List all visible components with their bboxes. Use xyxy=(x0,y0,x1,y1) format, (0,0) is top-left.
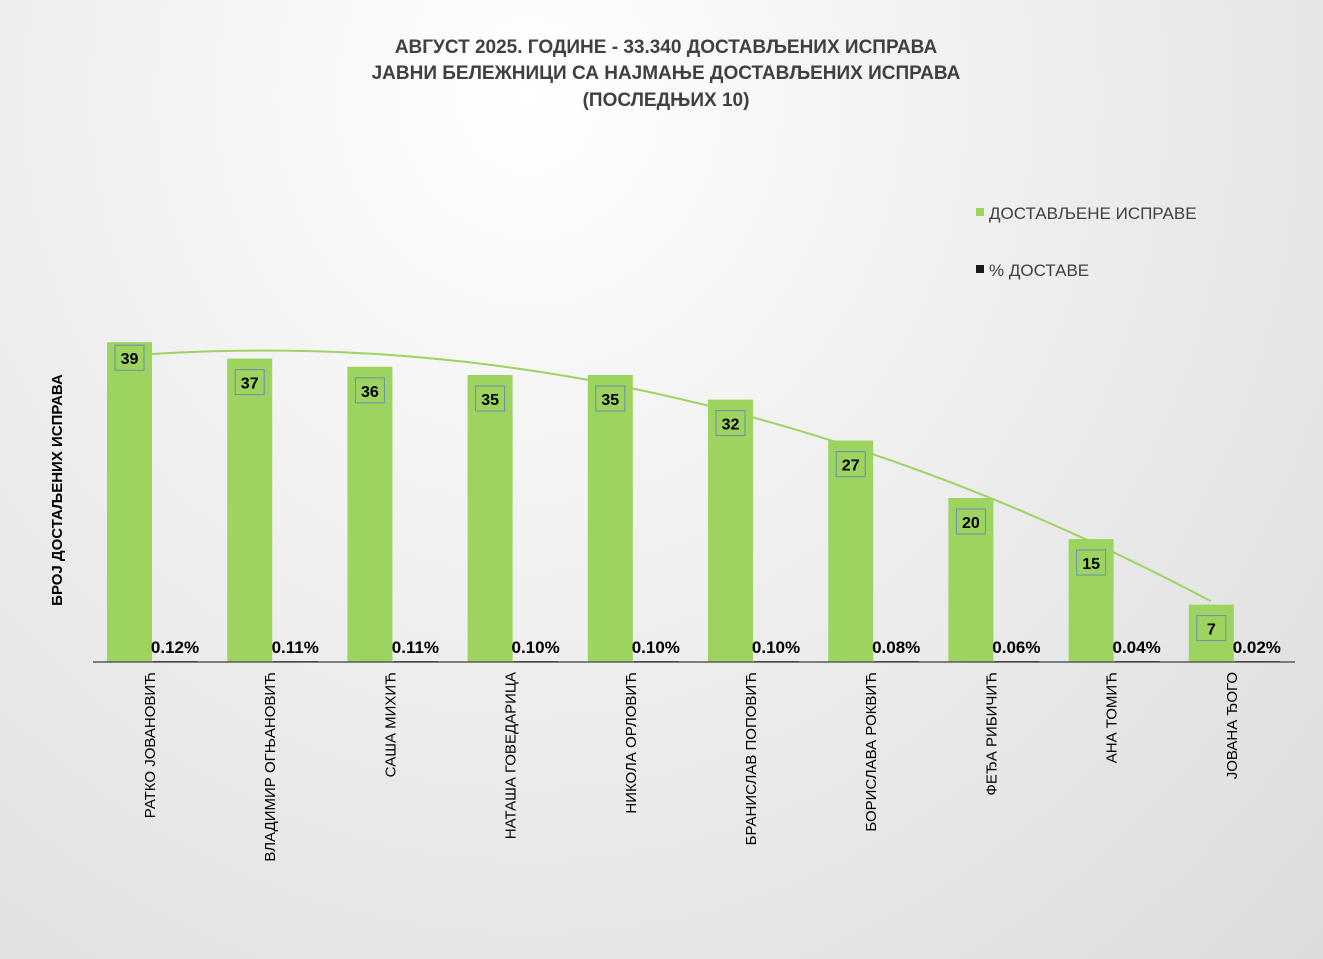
bar-documents xyxy=(467,375,513,662)
legend-swatch-percent xyxy=(976,265,984,273)
value-label: 35 xyxy=(601,392,619,409)
percent-label: 0.08% xyxy=(872,638,920,657)
trendline xyxy=(128,349,1212,603)
value-label-box xyxy=(1196,615,1227,642)
data-labels: 39 0.12% 37 0.11% 36 0.11% 35 0.10% 35 0.10% 32 0.1… xyxy=(114,344,1281,657)
percent-label: 0.04% xyxy=(1112,638,1160,657)
percent-label: 0.12% xyxy=(151,638,199,657)
bar-documents xyxy=(708,399,753,662)
value-label-box xyxy=(475,385,506,412)
legend-label-percent: % ДОСТАВЕ xyxy=(989,261,1089,280)
category-label: БРАНИСЛАВ ПОПОВИЋ xyxy=(743,672,760,845)
category-label: НИКОЛА ОРЛОВИЋ xyxy=(623,672,640,814)
value-label-box xyxy=(715,410,746,437)
value-label-box xyxy=(1076,549,1107,576)
category-label: ЈОВАНА ЂОГО xyxy=(1224,672,1241,779)
percent-label: 0.10% xyxy=(632,638,680,657)
y-axis-label: БРОЈ ДОСТАЉЕНИХ ИСПРАВА xyxy=(49,374,66,606)
bar-documents xyxy=(587,375,633,662)
value-label-box xyxy=(114,344,145,371)
value-label: 36 xyxy=(361,384,379,401)
bar-documents xyxy=(347,366,393,662)
category-label: РАТКО ЈОВАНОВИЋ xyxy=(142,672,159,818)
percent-label: 0.02% xyxy=(1233,638,1281,657)
value-label: 20 xyxy=(962,515,980,532)
legend-swatch-documents xyxy=(976,208,984,216)
category-label: ВЛАДИМИР ОГЊАНОВИЋ xyxy=(262,672,279,862)
value-label-box xyxy=(595,385,626,412)
percent-label: 0.06% xyxy=(992,638,1040,657)
value-label: 37 xyxy=(241,376,259,393)
percent-label: 0.11% xyxy=(392,638,439,657)
value-label: 35 xyxy=(481,392,499,409)
value-label-box xyxy=(835,451,866,478)
value-label-box xyxy=(234,369,265,396)
value-label-box xyxy=(955,508,986,535)
category-label: НАТАША ГОВЕДАРИЦА xyxy=(503,672,520,839)
value-label: 15 xyxy=(1082,556,1100,573)
value-label: 7 xyxy=(1207,622,1216,639)
value-label: 39 xyxy=(121,351,139,368)
bar-documents xyxy=(227,358,273,662)
category-label: АНА ТОМИЋ xyxy=(1104,672,1121,763)
bar-documents xyxy=(828,440,874,662)
bars xyxy=(107,342,1280,662)
percent-label: 0.10% xyxy=(511,638,559,657)
category-labels: РАТКО ЈОВАНОВИЋ ВЛАДИМИР ОГЊАНОВИЋ САША МИ… xyxy=(142,672,1241,862)
title-line-1: АВГУСТ 2025. ГОДИНЕ - 33.340 ДОСТАВЉЕНИХ… xyxy=(395,37,938,58)
value-label-box xyxy=(354,377,385,404)
percent-label: 0.10% xyxy=(752,638,800,657)
bar-documents xyxy=(107,342,152,662)
category-label: БОРИСЛАВА РОКВИЋ xyxy=(863,672,880,832)
chart-title: АВГУСТ 2025. ГОДИНЕ - 33.340 ДОСТАВЉЕНИХ… xyxy=(372,37,961,111)
legend: ДОСТАВЉЕНЕ ИСПРАВЕ % ДОСТАВЕ xyxy=(976,204,1197,280)
value-label: 32 xyxy=(722,417,740,434)
title-line-2: ЈАВНИ БЕЛЕЖНИЦИ СА НАЈМАЊЕ ДОСТАВЉЕНИХ И… xyxy=(372,63,961,84)
title-line-3: (ПОСЛЕДЊИХ 10) xyxy=(583,90,750,111)
category-label: ФЕЂА РИБИЧИЋ xyxy=(983,672,1000,796)
percent-label: 0.11% xyxy=(272,638,319,657)
value-label: 27 xyxy=(842,458,860,475)
category-label: САША МИХИЋ xyxy=(382,672,399,777)
legend-label-documents: ДОСТАВЉЕНЕ ИСПРАВЕ xyxy=(989,204,1197,223)
